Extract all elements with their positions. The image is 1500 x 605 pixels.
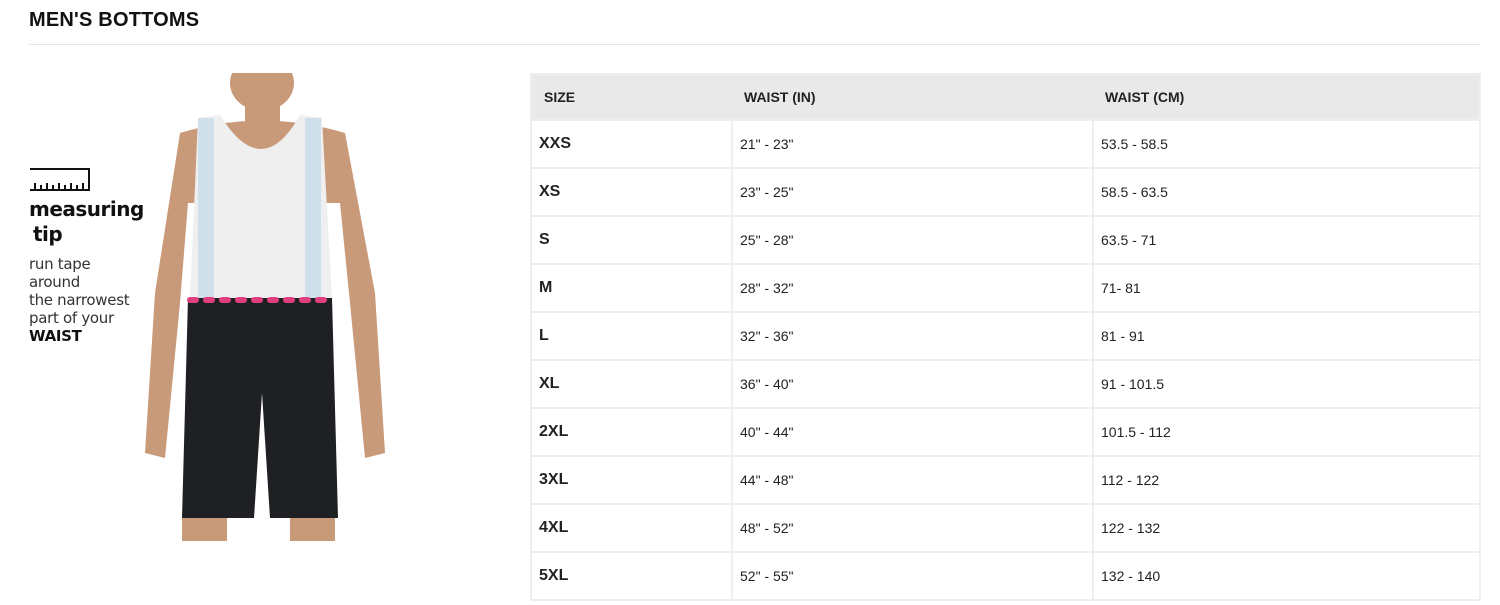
table-row: M 28" - 32" 71- 81	[530, 263, 1481, 313]
cell-size: XXS	[530, 119, 733, 169]
cell-waist-in: 52" - 55"	[731, 551, 1094, 601]
table-row: 4XL 48" - 52" 122 - 132	[530, 503, 1481, 553]
table-header-row: SIZE WAIST (IN) WAIST (CM)	[531, 74, 1480, 120]
cell-size: XS	[530, 167, 733, 217]
table-row: XXS 21" - 23" 53.5 - 58.5	[530, 119, 1481, 169]
tip-text: part of your	[29, 309, 114, 327]
cell-waist-cm: 132 - 140	[1092, 551, 1481, 601]
cell-waist-in: 23" - 25"	[731, 167, 1094, 217]
header-waist-in: WAIST (IN)	[732, 74, 1093, 120]
cell-waist-cm: 58.5 - 63.5	[1092, 167, 1481, 217]
tip-text: the narrowest	[29, 291, 130, 309]
cell-waist-in: 36" - 40"	[731, 359, 1094, 409]
tip-text: run tape	[29, 255, 91, 273]
table-row: 5XL 52" - 55" 132 - 140	[530, 551, 1481, 601]
header-waist-cm: WAIST (CM)	[1093, 74, 1480, 120]
cell-size: XL	[530, 359, 733, 409]
measuring-tip: measuring tip run tape around the narrow…	[29, 168, 159, 345]
cell-waist-in: 25" - 28"	[731, 215, 1094, 265]
tip-heading-2: tip	[33, 222, 63, 246]
cell-size: 3XL	[530, 455, 733, 505]
cell-size: S	[530, 215, 733, 265]
table-row: 2XL 40" - 44" 101.5 - 112	[530, 407, 1481, 457]
cell-waist-in: 32" - 36"	[731, 311, 1094, 361]
cell-waist-in: 21" - 23"	[731, 119, 1094, 169]
cell-waist-cm: 63.5 - 71	[1092, 215, 1481, 265]
cell-waist-in: 40" - 44"	[731, 407, 1094, 457]
ruler-icon	[30, 168, 90, 191]
table-row: 3XL 44" - 48" 112 - 122	[530, 455, 1481, 505]
cell-size: L	[530, 311, 733, 361]
model-photo	[145, 73, 385, 541]
table-row: XS 23" - 25" 58.5 - 63.5	[530, 167, 1481, 217]
table-row: S 25" - 28" 63.5 - 71	[530, 215, 1481, 265]
size-chart-table: SIZE WAIST (IN) WAIST (CM) XXS 21" - 23" 5…	[530, 73, 1481, 601]
cell-size: 4XL	[530, 503, 733, 553]
cell-waist-in: 48" - 52"	[731, 503, 1094, 553]
tip-emphasis: WAIST	[29, 327, 82, 345]
page-title: MEN'S BOTTOMS	[29, 9, 200, 31]
tip-heading: measuring	[29, 197, 144, 221]
cell-size: M	[530, 263, 733, 313]
cell-waist-cm: 112 - 122	[1092, 455, 1481, 505]
cell-waist-in: 28" - 32"	[731, 263, 1094, 313]
cell-waist-cm: 122 - 132	[1092, 503, 1481, 553]
cell-waist-cm: 101.5 - 112	[1092, 407, 1481, 457]
header-size: SIZE	[531, 74, 732, 120]
cell-size: 2XL	[530, 407, 733, 457]
table-row: XL 36" - 40" 91 - 101.5	[530, 359, 1481, 409]
cell-waist-cm: 71- 81	[1092, 263, 1481, 313]
cell-waist-in: 44" - 48"	[731, 455, 1094, 505]
cell-waist-cm: 81 - 91	[1092, 311, 1481, 361]
cell-size: 5XL	[530, 551, 733, 601]
cell-waist-cm: 91 - 101.5	[1092, 359, 1481, 409]
cell-waist-cm: 53.5 - 58.5	[1092, 119, 1481, 169]
table-row: L 32" - 36" 81 - 91	[530, 311, 1481, 361]
divider	[29, 44, 1481, 45]
tip-text: around	[29, 273, 80, 291]
